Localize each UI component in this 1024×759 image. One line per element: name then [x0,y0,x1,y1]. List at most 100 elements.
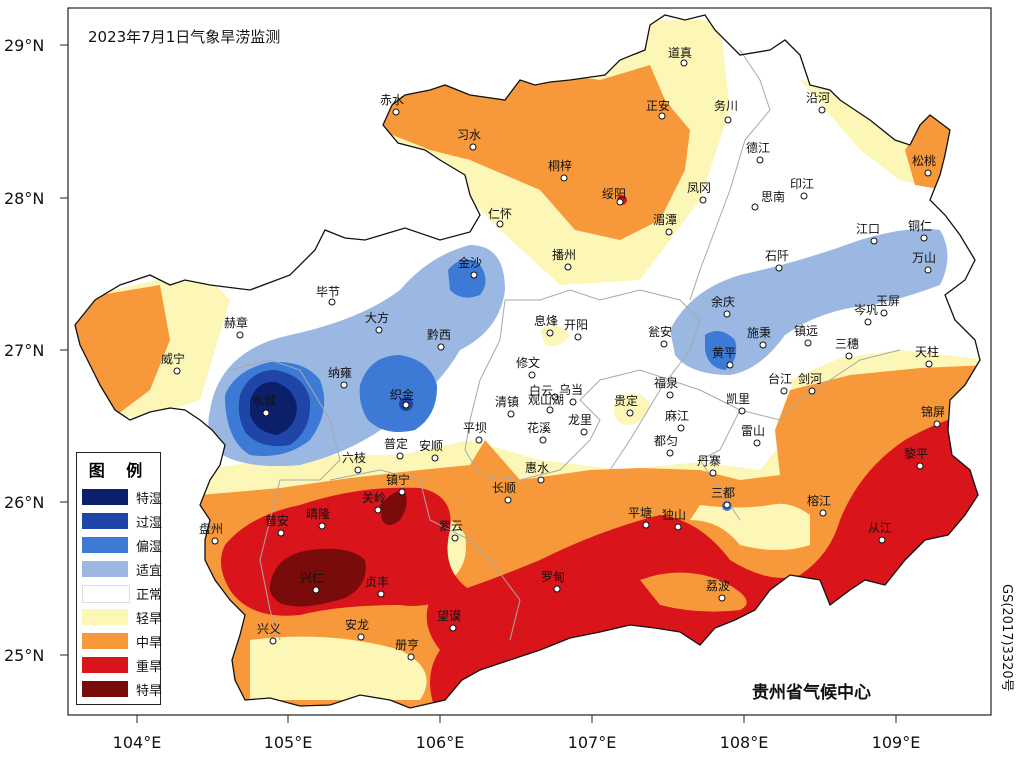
province-boundary [74,14,981,709]
city-label: 兴仁 [300,571,324,585]
city-label: 清镇 [495,395,519,409]
city-dot [665,228,673,236]
zone-extreme-wet [250,381,297,435]
city-dot [924,266,932,274]
city-label: 兴义 [257,622,281,636]
city-dot [718,594,726,602]
city-dot [756,156,764,164]
city-marker: 花溪 [527,420,551,444]
legend-label: 特湿 [136,492,163,507]
city-label: 黎平 [904,447,928,461]
city-marker: 丹寨 [697,453,721,477]
city-dot [674,523,682,531]
city-dot [916,462,924,470]
city-marker: 石阡 [765,248,789,272]
city-label: 雷山 [741,424,765,438]
city-label: 白云 [529,383,553,398]
city-dot [723,501,731,509]
city-label: 赫章 [224,315,248,330]
city-dot [262,409,270,417]
city-dot [236,331,244,339]
city-label: 福泉 [654,375,678,390]
legend-label: 正常 [136,588,163,603]
city-dot [864,318,872,326]
city-label: 桐梓 [548,158,572,173]
city-marker: 普定 [384,436,408,460]
city-dot [666,449,674,457]
city-label: 平塘 [628,505,652,520]
city-dot [666,391,674,399]
zone-extreme-drought [269,548,366,607]
city-marker: 剑河 [798,371,822,395]
legend-swatch [82,561,128,577]
city-label: 普安 [265,513,289,528]
city-label: 紫云 [439,519,463,533]
city-label: 惠水 [525,461,549,475]
zone-wet [359,355,438,433]
city-label: 台江 [768,371,792,386]
city-dot [616,198,624,206]
city-label: 贞丰 [365,575,389,589]
city-dot [211,537,219,545]
city-marker: 册亨 [395,637,419,661]
city-marker: 德江 [746,140,770,164]
city-dot [357,633,365,641]
city-dot [677,424,685,432]
city-label: 平坝 [463,421,487,435]
city-dot [328,298,336,306]
city-dot [726,361,734,369]
city-label: 凤冈 [687,181,711,195]
city-dot [738,407,746,415]
city-marker: 盘州 [199,521,223,545]
city-label: 沿河 [806,91,830,105]
city-label: 花溪 [527,420,551,435]
city-marker: 关岭 [362,491,386,514]
legend-swatch [82,537,128,553]
city-dot [870,237,878,245]
city-dot [375,326,383,334]
city-label: 天柱 [915,344,939,359]
legend-item: 正常 [82,583,163,603]
legend-item: 偏湿 [82,535,162,555]
city-marker: 镇宁 [386,472,410,496]
city-marker: 榕江 [807,493,831,517]
legend-label: 适宜 [136,564,163,579]
city-dot [507,410,515,418]
city-marker: 紫云 [439,519,463,542]
map-review-number: GS(2017)3320号 [999,584,1014,692]
city-label: 镇宁 [386,472,410,487]
zone-wet [705,331,737,370]
city-dot [564,263,572,271]
city-marker: 三都 [711,486,735,509]
city-dot [269,637,277,645]
city-marker: 仁怀 [488,207,512,228]
city-marker: 凯里 [726,392,750,415]
city-dot [377,590,385,598]
city-marker: 晴隆 [306,506,330,530]
city-marker: 江口 [856,222,880,245]
city-label: 道真 [668,46,692,60]
city-dot [312,586,320,594]
city-dot [398,488,406,496]
legend-label: 特旱 [136,684,163,699]
legend-label: 过湿 [136,516,163,531]
city-marker: 独山 [662,508,686,531]
city-dot [845,352,853,360]
city-marker: 三穗 [835,337,859,360]
city-dot [470,271,478,279]
city-marker: 桐梓 [548,158,572,182]
city-marker: 大方 [365,310,389,334]
city-marker: 万山 [912,251,936,274]
city-label: 黔西 [427,327,451,342]
city-dot [374,506,382,514]
legend-item: 特湿 [82,487,163,507]
legend-swatch [82,585,130,603]
city-marker: 道真 [668,46,692,67]
city-marker: 金沙 [458,255,482,279]
city-label: 乌当 [559,382,583,397]
city-label: 江口 [856,222,880,236]
city-marker: 赫章 [224,315,248,339]
city-dot [819,509,827,517]
city-label: 余庆 [711,294,735,309]
city-dot [553,585,561,593]
